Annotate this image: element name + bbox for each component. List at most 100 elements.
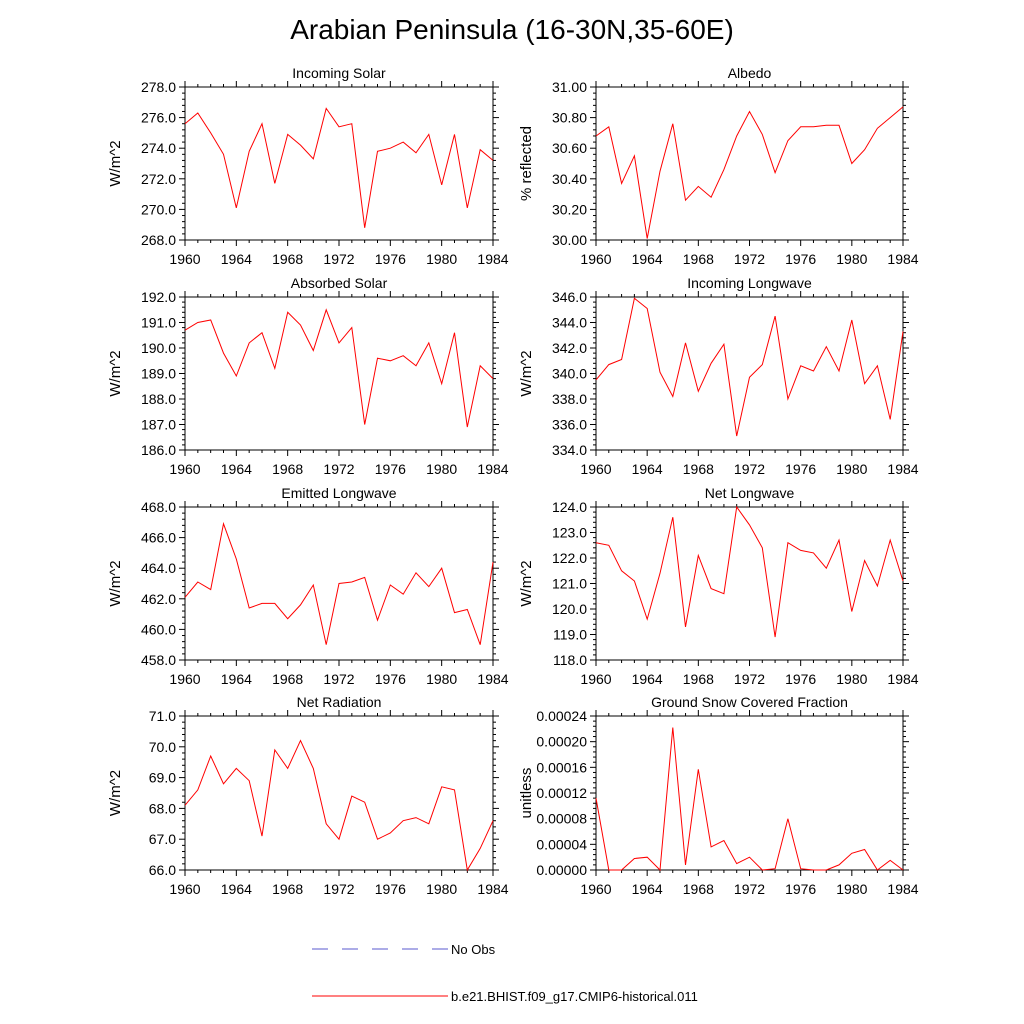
series-line-model	[595, 106, 904, 239]
x-tick-label: 1980	[426, 881, 457, 897]
x-tick-label: 1976	[785, 251, 816, 267]
x-tick-label: 1972	[323, 881, 354, 897]
y-tick-label: 274.0	[141, 140, 176, 156]
chart-title: Incoming Solar	[292, 65, 386, 81]
x-tick-label: 1980	[836, 881, 867, 897]
x-tick-label: 1984	[477, 461, 508, 477]
x-tick-label: 1968	[683, 251, 714, 267]
y-tick-label: 31.00	[552, 79, 587, 95]
y-axis-label: W/m^2	[107, 350, 124, 396]
y-tick-label: 272.0	[141, 171, 176, 187]
y-tick-label: 460.0	[141, 621, 176, 637]
x-tick-label: 1984	[477, 881, 508, 897]
y-tick-label: 458.0	[141, 652, 176, 668]
series-line-model	[184, 521, 494, 645]
y-tick-label: 0.00012	[536, 785, 587, 801]
x-tick-label: 1980	[836, 461, 867, 477]
series-line-model	[184, 107, 494, 228]
y-tick-label: 30.20	[552, 201, 587, 217]
x-tick-label: 1968	[272, 461, 303, 477]
series-line-model	[595, 727, 904, 872]
y-tick-label: 66.0	[149, 862, 176, 878]
x-tick-label: 1976	[785, 461, 816, 477]
y-tick-label: 340.0	[552, 366, 587, 382]
y-tick-label: 30.40	[552, 171, 587, 187]
chart-title: Ground Snow Covered Fraction	[651, 694, 848, 710]
x-tick-label: 1960	[580, 251, 611, 267]
y-tick-label: 0.00000	[536, 862, 587, 878]
x-tick-label: 1984	[477, 251, 508, 267]
y-tick-label: 124.0	[552, 499, 587, 515]
y-tick-label: 188.0	[141, 391, 176, 407]
y-tick-label: 68.0	[149, 800, 176, 816]
chart-title: Net Radiation	[297, 694, 382, 710]
y-axis-label: W/m^2	[518, 350, 535, 396]
x-tick-label: 1972	[734, 881, 765, 897]
x-tick-label: 1972	[323, 461, 354, 477]
y-tick-label: 71.0	[149, 708, 176, 724]
x-tick-label: 1960	[580, 671, 611, 687]
legend: No Obs b.e21.BHIST.f09_g17.CMIP6-historic…	[312, 942, 698, 1004]
y-tick-label: 187.0	[141, 417, 176, 433]
y-tick-label: 278.0	[141, 79, 176, 95]
series-line-model	[595, 297, 904, 437]
x-tick-label: 1968	[683, 881, 714, 897]
y-axis-label: W/m^2	[518, 560, 535, 606]
series-line-model	[184, 739, 494, 872]
x-tick-label: 1964	[221, 671, 252, 687]
y-tick-label: 118.0	[553, 652, 587, 668]
series-line-model	[184, 308, 494, 428]
x-tick-label: 1976	[375, 671, 406, 687]
x-tick-label: 1968	[683, 671, 714, 687]
x-tick-label: 1984	[477, 671, 508, 687]
x-tick-label: 1968	[272, 881, 303, 897]
plot-frame	[595, 715, 904, 871]
y-tick-label: 462.0	[141, 591, 176, 607]
x-tick-label: 1980	[836, 671, 867, 687]
y-axis-label: W/m^2	[107, 560, 124, 606]
y-tick-label: 30.80	[552, 110, 587, 126]
y-tick-label: 334.0	[552, 442, 587, 458]
y-tick-label: 0.00008	[536, 811, 587, 827]
x-tick-label: 1968	[272, 671, 303, 687]
y-tick-label: 268.0	[141, 232, 176, 248]
y-tick-label: 0.00024	[536, 708, 587, 724]
y-tick-label: 0.00004	[536, 836, 587, 852]
plot-frame	[595, 86, 904, 241]
x-tick-label: 1976	[375, 461, 406, 477]
y-tick-label: 69.0	[149, 770, 176, 786]
y-tick-label: 0.00020	[536, 734, 587, 750]
x-tick-label: 1964	[221, 881, 252, 897]
plot-frame	[184, 296, 494, 451]
y-tick-label: 468.0	[141, 499, 176, 515]
chart-title: Absorbed Solar	[291, 275, 388, 291]
chart-panel-4: Incoming Longwave 334.0 336.0 338.0 340.0 342…	[518, 275, 919, 477]
x-tick-label: 1972	[734, 671, 765, 687]
legend-label-obs: No Obs	[451, 942, 496, 957]
y-tick-label: 121.0	[552, 576, 587, 592]
chart-panel-8: Ground Snow Covered Fraction 0.00000 0.000…	[518, 694, 919, 897]
y-tick-label: 30.00	[552, 232, 587, 248]
x-tick-label: 1976	[375, 251, 406, 267]
x-tick-label: 1972	[734, 461, 765, 477]
x-tick-label: 1964	[221, 461, 252, 477]
x-tick-label: 1968	[272, 251, 303, 267]
x-tick-label: 1976	[785, 881, 816, 897]
page-title: Arabian Peninsula (16-30N,35-60E)	[290, 14, 734, 45]
chart-panel-7: Net Radiation 66.0 67.0 68.0 69.0 70.0 71.0 196…	[107, 694, 509, 897]
x-tick-label: 1980	[426, 461, 457, 477]
chart-panel-2: Albedo 30.00 30.20 30.40 30.60 30.80 31.00 1960…	[518, 65, 919, 267]
y-tick-label: 464.0	[141, 560, 176, 576]
chart-panel-3: Absorbed Solar 186.0 187.0 188.0 189.0 190.0 1…	[107, 275, 509, 477]
x-tick-label: 1968	[683, 461, 714, 477]
x-tick-label: 1964	[632, 671, 663, 687]
y-tick-label: 190.0	[141, 340, 176, 356]
x-tick-label: 1960	[169, 461, 200, 477]
x-tick-label: 1980	[836, 251, 867, 267]
chart-panel-1: Incoming Solar 268.0 270.0 272.0 274.0 276.0 2…	[107, 65, 509, 267]
y-tick-label: 123.0	[552, 525, 587, 541]
plot-frame	[595, 296, 904, 451]
x-tick-label: 1960	[580, 881, 611, 897]
plot-frame	[595, 506, 904, 661]
